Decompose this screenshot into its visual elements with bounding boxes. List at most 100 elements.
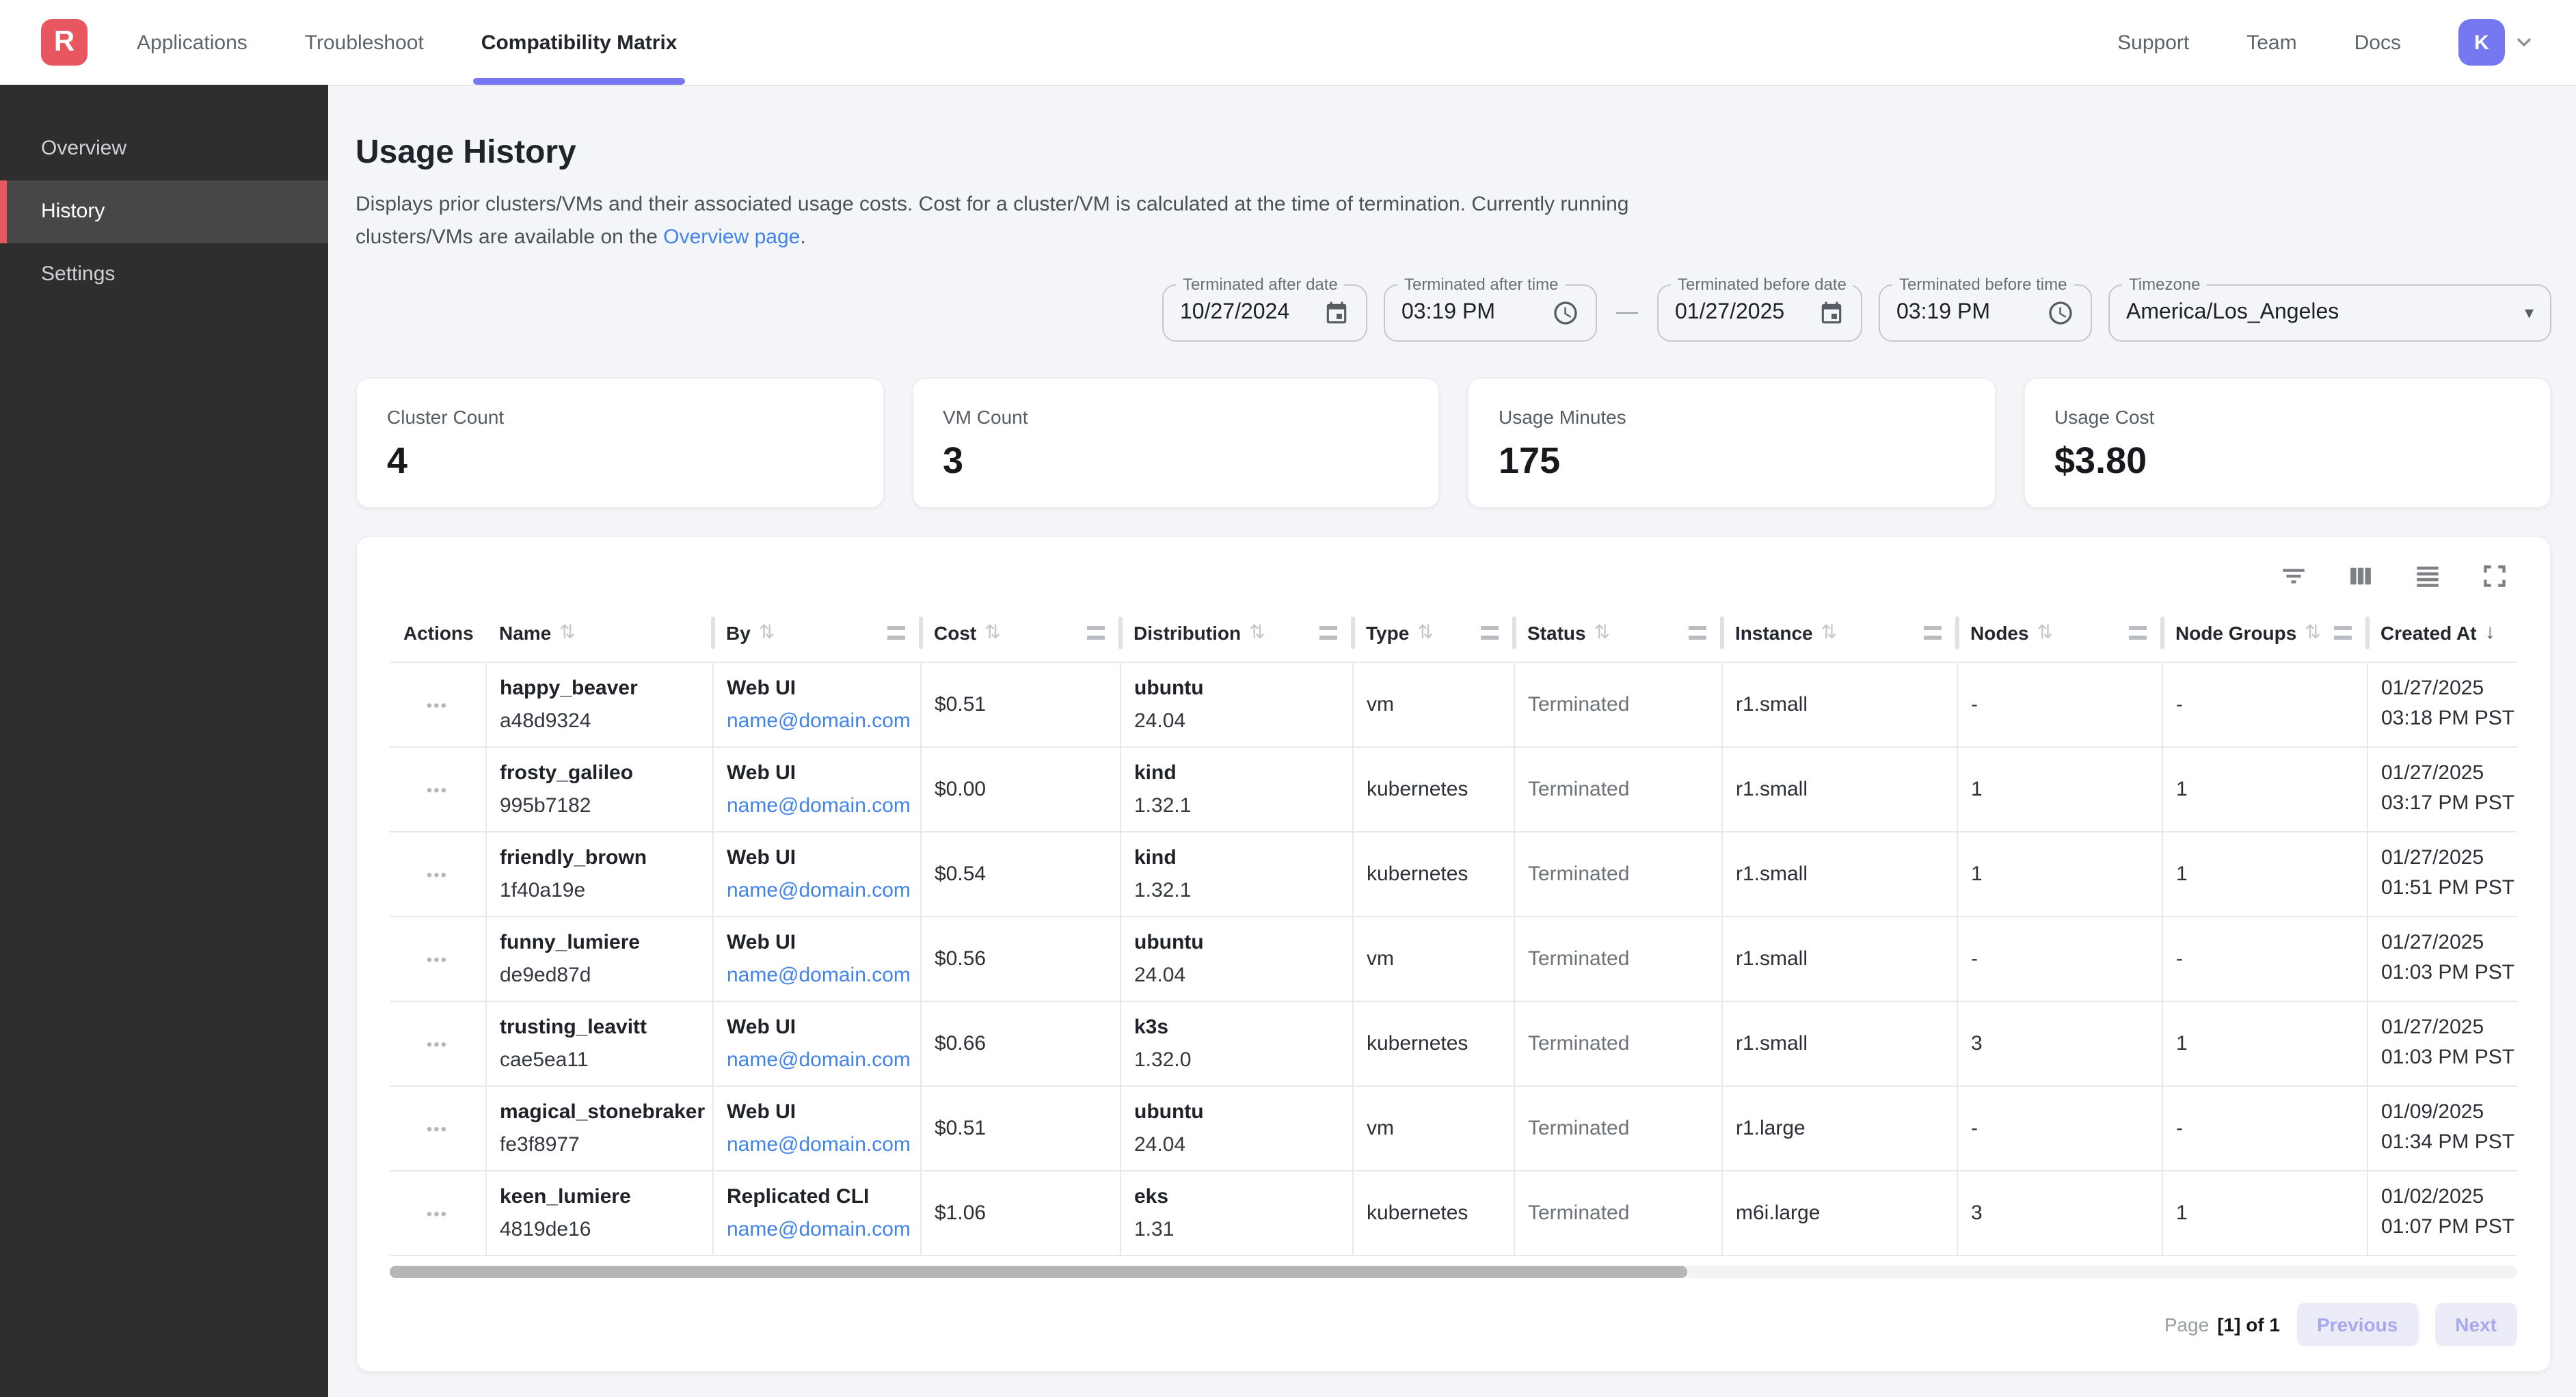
stat-label: Cluster Count (387, 406, 505, 428)
nav-item-troubleshoot[interactable]: Troubleshoot (304, 31, 424, 54)
calendar-icon[interactable] (1819, 300, 1844, 326)
nav-link-support[interactable]: Support (2117, 31, 2190, 54)
row-actions-button[interactable]: ••• (426, 695, 448, 714)
row-actions-button[interactable]: ••• (426, 865, 448, 884)
instance-value: r1.small (1721, 1000, 1957, 1085)
sort-icon[interactable]: ⇅ (2305, 621, 2321, 643)
timezone-select[interactable]: Timezone America/Los_Angeles ▾ (2108, 275, 2551, 342)
column-separator[interactable] (1720, 616, 1724, 649)
terminated-before-date-value[interactable]: 01/27/2025 (1675, 301, 1785, 324)
column-separator[interactable] (1955, 616, 1959, 649)
usage-history-table: Actions Name ⇅ By ⇅ Cost ⇅ Distribution ⇅ Ty… (390, 604, 2517, 1256)
next-page-button[interactable]: Next (2434, 1302, 2517, 1346)
sort-icon[interactable]: ⇅ (559, 621, 576, 643)
terminated-after-date-field[interactable]: Terminated after date 10/27/2024 (1162, 275, 1367, 342)
created-by-email-link[interactable]: name@domain.com (727, 1048, 911, 1071)
filter-icon[interactable] (2279, 562, 2308, 591)
created-by-email-link[interactable]: name@domain.com (727, 878, 911, 901)
column-header-distribution[interactable]: Distribution ⇅ (1120, 604, 1355, 662)
nav-link-docs[interactable]: Docs (2354, 31, 2401, 54)
clock-icon[interactable] (2047, 299, 2074, 327)
row-actions-button[interactable]: ••• (426, 780, 448, 799)
column-separator[interactable] (2160, 616, 2164, 649)
avatar[interactable]: K (2458, 19, 2505, 66)
replicated-logo[interactable]: R (41, 19, 88, 66)
type-value: kubernetes (1352, 746, 1514, 831)
sidebar-item-history[interactable]: History (0, 180, 328, 243)
table-row: ••• magical_stonebraker fe3f8977 Web UI na… (390, 1085, 2517, 1170)
created-by-email-link[interactable]: name@domain.com (727, 1217, 911, 1240)
cluster-name: happy_beaver (500, 676, 638, 699)
column-separator[interactable] (1351, 616, 1355, 649)
column-menu-icon[interactable] (1481, 625, 1499, 640)
cluster-name: friendly_brown (500, 845, 647, 869)
nodes-value: - (1956, 915, 2162, 1001)
terminated-after-time-field[interactable]: Terminated after time 03:19 PM (1384, 275, 1597, 342)
column-separator[interactable] (919, 616, 923, 649)
sort-icon[interactable]: ⇅ (1594, 621, 1611, 643)
terminated-before-date-field[interactable]: Terminated before date 01/27/2025 (1657, 275, 1862, 342)
column-header-cost[interactable]: Cost ⇅ (920, 604, 1123, 662)
density-icon[interactable] (2413, 562, 2442, 591)
sort-descending-icon[interactable]: ↓ (2484, 621, 2495, 645)
created-time: 01:51 PM PST (2381, 876, 2515, 899)
overview-page-link[interactable]: Overview page (663, 226, 801, 249)
terminated-after-date-value[interactable]: 10/27/2024 (1180, 301, 1290, 324)
column-menu-icon[interactable] (1319, 625, 1337, 640)
column-header-status[interactable]: Status ⇅ (1514, 604, 1724, 662)
date-range-separator: — (1616, 301, 1638, 324)
horizontal-scrollbar[interactable] (390, 1265, 2517, 1277)
column-header-instance[interactable]: Instance ⇅ (1721, 604, 1959, 662)
column-header-nodes[interactable]: Nodes ⇅ (1957, 604, 2164, 662)
created-by-email-link[interactable]: name@domain.com (727, 794, 911, 817)
sort-icon[interactable]: ⇅ (758, 621, 775, 643)
column-menu-icon[interactable] (1087, 625, 1105, 640)
terminated-after-time-value[interactable]: 03:19 PM (1401, 301, 1495, 324)
sort-icon[interactable]: ⇅ (2037, 621, 2054, 643)
column-menu-icon[interactable] (2334, 625, 2352, 640)
dropdown-arrow-icon[interactable]: ▾ (2524, 302, 2534, 323)
nav-link-team[interactable]: Team (2246, 31, 2297, 54)
created-by-email-link[interactable]: name@domain.com (727, 1132, 911, 1156)
column-separator[interactable] (1512, 616, 1516, 649)
row-actions-button[interactable]: ••• (426, 1034, 448, 1053)
created-by-email-link[interactable]: name@domain.com (727, 709, 911, 732)
column-separator[interactable] (1118, 616, 1123, 649)
column-menu-icon[interactable] (1924, 625, 1942, 640)
column-separator[interactable] (2365, 616, 2370, 649)
fullscreen-icon[interactable] (2480, 562, 2509, 591)
columns-icon[interactable] (2346, 562, 2375, 591)
column-header-name[interactable]: Name ⇅ (485, 604, 715, 662)
sidebar-item-settings[interactable]: Settings (41, 262, 116, 286)
previous-page-button[interactable]: Previous (2296, 1302, 2419, 1346)
horizontal-scrollbar-thumb[interactable] (390, 1265, 1688, 1277)
column-menu-icon[interactable] (1689, 625, 1706, 640)
row-actions-button[interactable]: ••• (426, 1204, 448, 1223)
column-header-by[interactable]: By ⇅ (712, 604, 923, 662)
sort-icon[interactable]: ⇅ (984, 621, 1001, 643)
column-separator[interactable] (711, 616, 715, 649)
column-header-node-groups[interactable]: Node Groups ⇅ (2162, 604, 2370, 662)
timezone-value[interactable]: America/Los_Angeles (2126, 301, 2339, 324)
sort-icon[interactable]: ⇅ (1417, 621, 1434, 643)
column-menu-icon[interactable] (887, 625, 905, 640)
column-header-type[interactable]: Type ⇅ (1352, 604, 1516, 662)
sort-icon[interactable]: ⇅ (1249, 621, 1265, 643)
sidebar-item-overview[interactable]: Overview (41, 137, 127, 160)
terminated-before-time-field[interactable]: Terminated before time 03:19 PM (1879, 275, 2092, 342)
nav-item-applications[interactable]: Applications (137, 31, 247, 54)
clock-icon[interactable] (1552, 299, 1579, 327)
column-header-created-at[interactable]: Created At ↓ (2380, 621, 2495, 645)
sort-icon[interactable]: ⇅ (1821, 621, 1838, 643)
created-by-email-link[interactable]: name@domain.com (727, 963, 911, 986)
instance-value: r1.small (1721, 830, 1957, 916)
row-actions-button[interactable]: ••• (426, 949, 448, 968)
user-menu[interactable]: K (2458, 19, 2535, 66)
terminated-before-time-value[interactable]: 03:19 PM (1896, 301, 1990, 324)
column-menu-icon[interactable] (2129, 625, 2147, 640)
distribution-version: 1.32.1 (1134, 794, 1192, 817)
instance-value: r1.small (1721, 746, 1957, 831)
nav-item-compatibility-matrix[interactable]: Compatibility Matrix (472, 0, 686, 85)
calendar-icon[interactable] (1324, 300, 1350, 326)
row-actions-button[interactable]: ••• (426, 1119, 448, 1138)
